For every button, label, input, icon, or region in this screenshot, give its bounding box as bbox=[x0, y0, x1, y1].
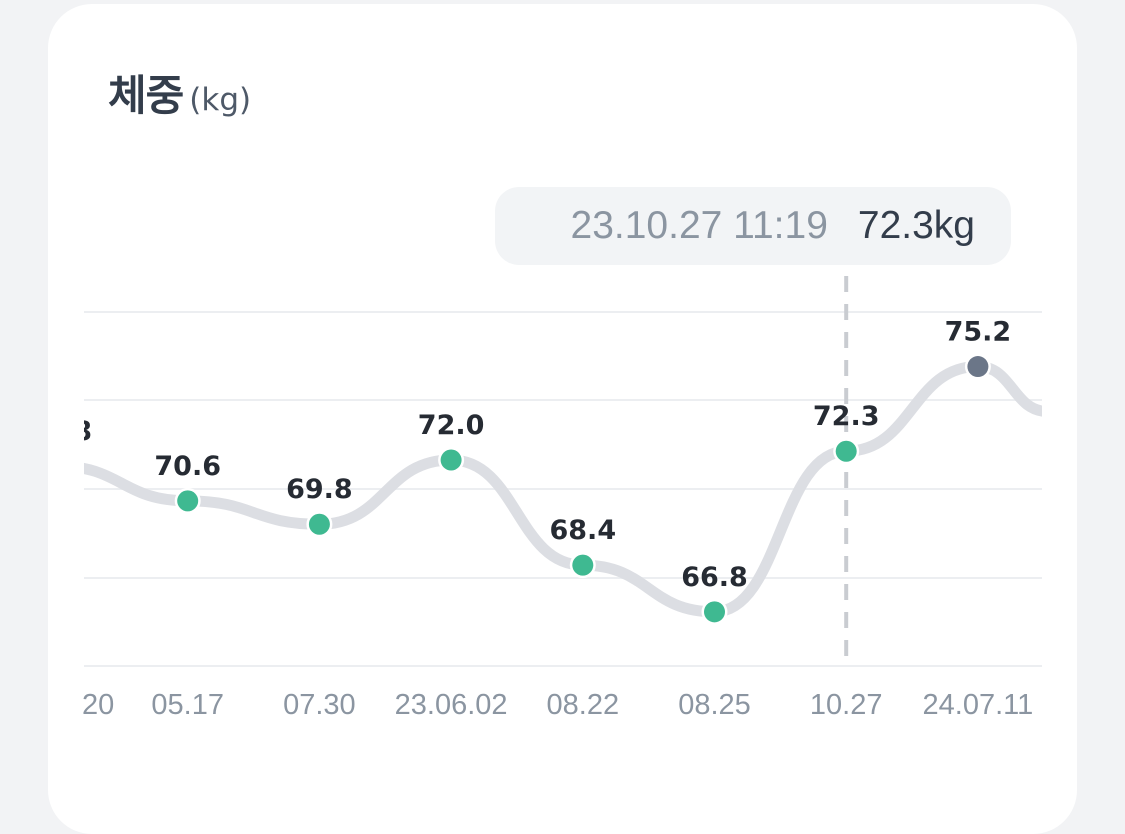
data-label: 66.8 bbox=[681, 562, 748, 593]
tooltip-datetime: 23.10.27 11:19 bbox=[570, 204, 828, 247]
x-tick-label: 24.07.11 bbox=[923, 689, 1034, 721]
x-axis-labels: 20 05.17 07.30 23.06.02 08.22 08.25 10.27 24.07… bbox=[82, 689, 1033, 721]
x-tick-label: 23.06.02 bbox=[395, 689, 508, 721]
data-point bbox=[177, 490, 199, 512]
x-tick-label: 08.25 bbox=[678, 689, 751, 721]
x-tick-label: 05.17 bbox=[151, 689, 224, 721]
data-labels: 8 70.6 69.8 72.0 68.4 66.8 72.3 75.2 bbox=[73, 317, 1012, 593]
data-label: 72.3 bbox=[813, 401, 880, 432]
data-label: 70.6 bbox=[154, 451, 221, 482]
data-point bbox=[835, 440, 857, 462]
data-label: 8 bbox=[73, 416, 92, 447]
data-points bbox=[174, 353, 991, 625]
data-point bbox=[308, 513, 330, 535]
tooltip-value: 72.3kg bbox=[857, 204, 975, 247]
data-point bbox=[572, 554, 594, 576]
data-label: 75.2 bbox=[945, 317, 1012, 348]
x-tick-label: 20 bbox=[82, 689, 114, 721]
grid-lines bbox=[84, 311, 1042, 667]
selected-point-tooltip: 23.10.27 11:19 72.3kg bbox=[495, 187, 1011, 265]
title-unit: (kg) bbox=[189, 82, 252, 118]
title-text: 체중 bbox=[108, 71, 184, 120]
x-tick-label: 08.22 bbox=[547, 689, 620, 721]
data-point bbox=[440, 449, 462, 471]
x-tick-label: 10.27 bbox=[810, 689, 883, 721]
x-tick-label: 07.30 bbox=[283, 689, 356, 721]
data-label: 68.4 bbox=[549, 515, 616, 546]
chart-title: 체중 (kg) bbox=[108, 62, 251, 123]
weight-line-chart[interactable]: 8 70.6 69.8 72.0 68.4 66.8 72.3 75.2 20 05.17 07.… bbox=[0, 0, 1125, 808]
data-label: 72.0 bbox=[418, 410, 485, 441]
data-point bbox=[967, 356, 989, 378]
data-point bbox=[704, 601, 725, 623]
data-label: 69.8 bbox=[286, 474, 353, 505]
